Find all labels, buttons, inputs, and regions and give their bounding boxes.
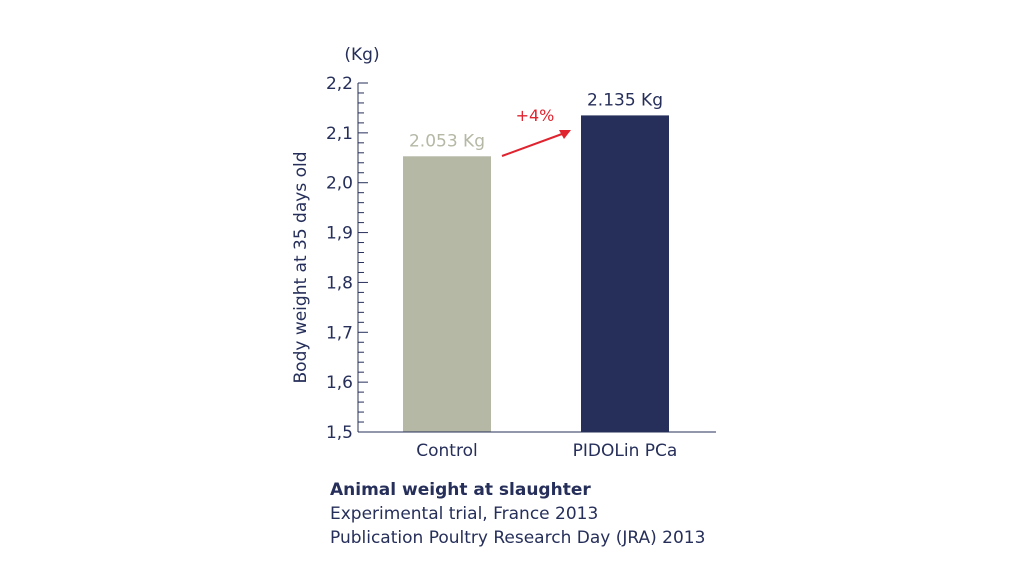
y-axis-title: Body weight at 35 days old bbox=[291, 151, 311, 383]
y-tick-label: 2,1 bbox=[326, 124, 353, 144]
y-tick-label: 1,8 bbox=[326, 273, 353, 293]
y-tick-label: 1,7 bbox=[326, 323, 353, 343]
y-tick-label: 1,6 bbox=[326, 373, 353, 393]
bar bbox=[581, 115, 669, 433]
change-annotation: +4% bbox=[516, 106, 555, 125]
arrow-head bbox=[559, 130, 571, 139]
arrow-line bbox=[501, 133, 563, 157]
x-tick-label: Control bbox=[416, 441, 477, 461]
bar-chart: (Kg) Body weight at 35 days old 1,5 1,6 1,… bbox=[291, 45, 716, 461]
data-label: 2.053 Kg bbox=[409, 131, 485, 151]
y-tick-label: 2,0 bbox=[326, 174, 353, 194]
y-tick-label: 1,9 bbox=[326, 224, 353, 244]
data-label: 2.135 Kg bbox=[587, 90, 663, 110]
y-tick-label: 1,5 bbox=[326, 423, 353, 443]
chart-caption: Animal weight at slaughter Experimental … bbox=[330, 478, 705, 550]
caption-title: Animal weight at slaughter bbox=[330, 480, 591, 500]
x-tick-label: PIDOLin PCa bbox=[573, 441, 678, 461]
y-tick-label: 2,2 bbox=[326, 74, 353, 94]
bar bbox=[403, 156, 491, 433]
caption-line-2: Publication Poultry Research Day (JRA) 2… bbox=[330, 528, 706, 548]
caption-line-1: Experimental trial, France 2013 bbox=[330, 504, 599, 524]
y-unit-label: (Kg) bbox=[344, 45, 379, 65]
